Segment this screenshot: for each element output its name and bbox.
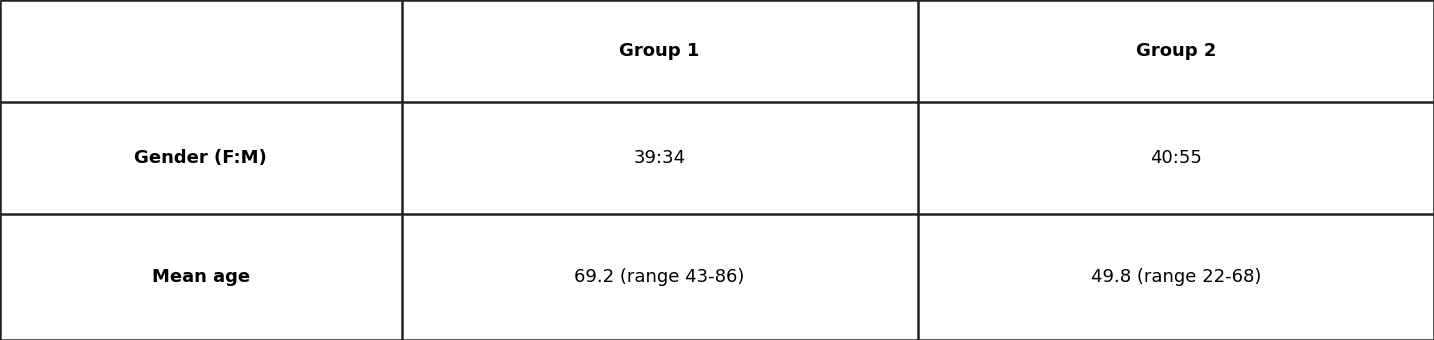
Text: Mean age: Mean age <box>152 268 250 286</box>
Text: 69.2 (range 43-86): 69.2 (range 43-86) <box>575 268 744 286</box>
Text: Gender (F:M): Gender (F:M) <box>135 149 267 167</box>
Text: Group 2: Group 2 <box>1136 42 1216 60</box>
Text: Group 1: Group 1 <box>619 42 700 60</box>
Text: 40:55: 40:55 <box>1150 149 1202 167</box>
Text: 49.8 (range 22-68): 49.8 (range 22-68) <box>1091 268 1260 286</box>
Text: 39:34: 39:34 <box>634 149 685 167</box>
